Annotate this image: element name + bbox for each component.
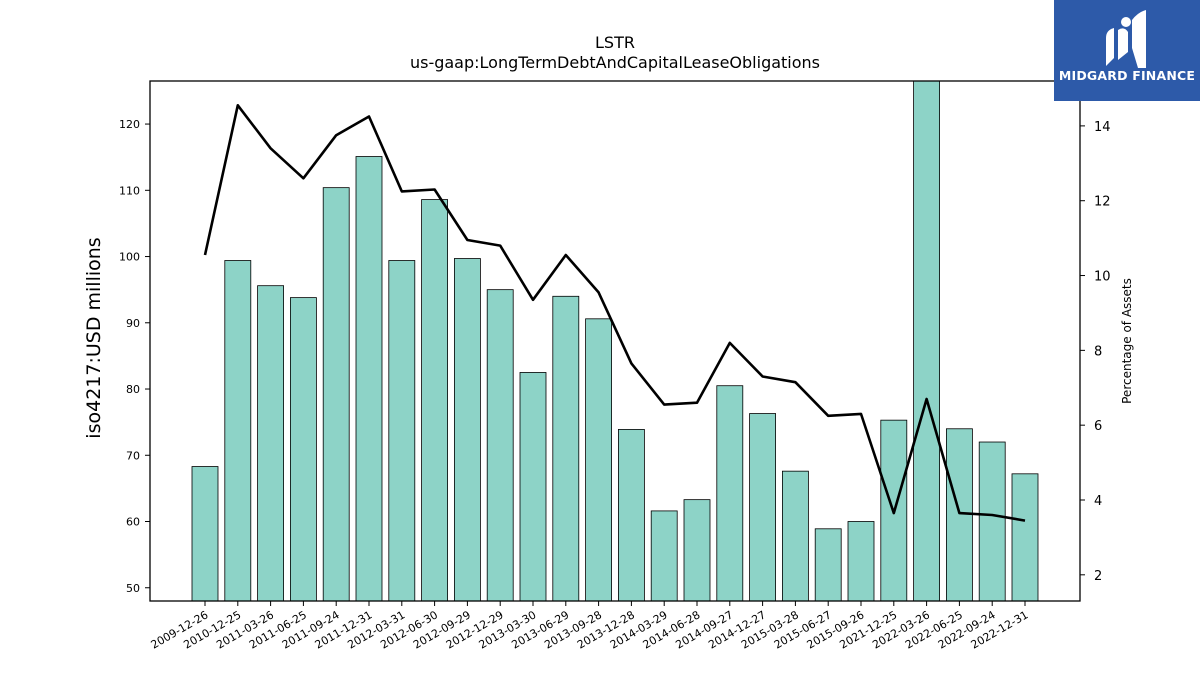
bar-2012-06-30	[421, 199, 449, 602]
bar-2010-12-25	[224, 260, 252, 602]
y-tick-label: 110	[119, 184, 140, 197]
bar-2022-12-31	[1011, 473, 1039, 602]
bar-2009-12-26	[191, 466, 219, 602]
bar-2012-09-29	[453, 258, 481, 602]
y-tick-label: 80	[126, 383, 140, 396]
bar-2022-03-26	[913, 80, 940, 602]
y2-tick-label: 2	[1094, 569, 1102, 584]
bar-2014-06-28	[683, 499, 711, 602]
midgard-logo-icon	[1106, 10, 1146, 68]
bar-2012-12-29	[486, 289, 514, 602]
bar-2011-12-31	[355, 156, 383, 602]
percentage-line	[203, 104, 1026, 522]
bar-2015-03-28	[782, 470, 809, 602]
y-tick-label: 60	[126, 516, 140, 529]
bar-2013-09-28	[585, 318, 612, 602]
bar-2014-03-29	[650, 510, 678, 602]
brand-logo: MIDGARD FINANCE	[1054, 0, 1200, 101]
bar-2015-09-26	[847, 521, 875, 602]
bar-2014-09-27	[716, 385, 744, 602]
line-layer	[203, 104, 1026, 522]
y2-tick-label: 10	[1094, 270, 1111, 285]
y2-axis-label: Percentage of Assets	[1120, 278, 1134, 404]
bar-2011-03-26	[257, 285, 285, 602]
y-tick-label: 90	[126, 317, 140, 330]
chart-subtitle: us-gaap:LongTermDebtAndCapitalLeaseOblig…	[410, 53, 820, 72]
plot-frame	[149, 80, 1081, 602]
bar-2021-12-25	[880, 419, 908, 602]
bar-2011-06-25	[289, 297, 317, 602]
y-tick-label: 120	[119, 118, 140, 131]
bar-2012-03-31	[388, 260, 416, 602]
bar-2011-09-24	[322, 187, 350, 602]
y2-tick-label: 4	[1094, 494, 1102, 509]
y2-tick-label: 8	[1094, 344, 1102, 359]
y-tick-label: 70	[126, 449, 140, 462]
y-tick-label: 50	[126, 582, 140, 595]
bar-2013-06-29	[552, 295, 580, 602]
bar-2013-12-28	[618, 429, 645, 602]
y2-tick-label: 6	[1094, 419, 1102, 434]
bar-2015-06-27	[814, 528, 842, 602]
bar-2022-09-24	[978, 441, 1006, 602]
y-axis-label: iso4217:USD millions	[83, 237, 105, 438]
bar-2013-03-30	[519, 372, 547, 602]
brand-name: MIDGARD FINANCE	[1058, 68, 1196, 83]
y2-tick-label: 12	[1094, 195, 1111, 210]
chart-title: LSTR	[595, 33, 635, 52]
bar-2014-12-27	[749, 413, 776, 602]
y-tick-label: 100	[119, 251, 140, 264]
y2-tick-label: 14	[1094, 120, 1111, 135]
bars-layer	[191, 80, 1039, 602]
